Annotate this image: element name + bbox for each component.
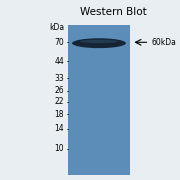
Text: 33: 33 [54, 74, 64, 83]
Text: 60kDa: 60kDa [151, 38, 176, 47]
Ellipse shape [80, 40, 118, 43]
Text: 22: 22 [54, 97, 64, 106]
Text: Western Blot: Western Blot [80, 7, 147, 17]
Text: 44: 44 [54, 57, 64, 66]
Text: kDa: kDa [49, 23, 64, 32]
Text: 14: 14 [54, 124, 64, 133]
Bar [68, 25, 130, 175]
Ellipse shape [72, 38, 126, 48]
Text: 18: 18 [54, 110, 64, 119]
Text: 26: 26 [54, 86, 64, 95]
Text: 70: 70 [54, 38, 64, 47]
Text: 10: 10 [54, 144, 64, 153]
